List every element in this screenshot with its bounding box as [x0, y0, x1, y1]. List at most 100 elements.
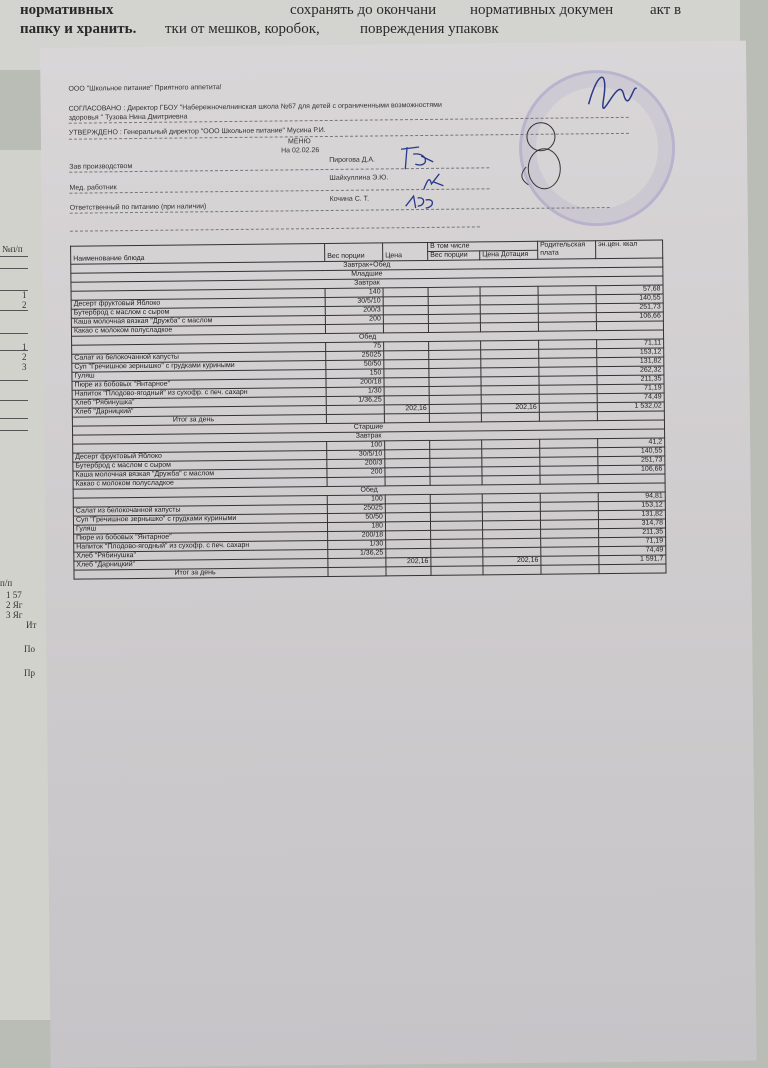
signature-director-icon	[587, 76, 638, 109]
price	[385, 521, 431, 531]
ls-label: По	[24, 644, 35, 654]
price	[383, 368, 429, 378]
kcal: 211,35	[598, 527, 666, 538]
ls-label: 2	[22, 352, 27, 362]
empty-cell	[598, 563, 667, 574]
portion-weight: 200	[326, 467, 386, 478]
ls-label: 2 Яг	[6, 600, 23, 610]
col-header-price: Цена	[382, 242, 428, 261]
portion-weight: 200/18	[325, 377, 385, 388]
portion-weight: 25025	[327, 503, 386, 514]
price	[383, 287, 429, 297]
kcal: 71,19	[598, 536, 666, 547]
kcal: 131,82	[596, 356, 664, 367]
price	[383, 305, 429, 315]
price	[385, 494, 431, 504]
portion-weight: 200/3	[325, 305, 384, 316]
kcal: 106,66	[596, 311, 664, 322]
kcal: 153,12	[598, 500, 666, 511]
incl-price: 202,16	[481, 403, 540, 413]
empty-cell	[430, 565, 484, 576]
kcal: 262,32	[596, 365, 664, 376]
kcal: 1 591,7	[598, 554, 666, 565]
portion-weight: 30/5/10	[326, 449, 385, 460]
kcal: 211,35	[596, 374, 665, 385]
kcal: 1 532,02	[597, 401, 665, 412]
price	[385, 476, 431, 486]
ls-label: 3 Яг	[6, 610, 23, 620]
price	[385, 530, 431, 540]
ls-label: №п/п	[2, 244, 23, 254]
kcal: 71,11	[596, 338, 664, 349]
bg-text: папку и хранить.	[20, 21, 137, 37]
bg-text: акт в	[650, 2, 682, 18]
portion-weight: 75	[325, 341, 384, 352]
col-header-parent: Родительская плата	[537, 240, 596, 260]
kcal: 251,73	[596, 302, 664, 313]
kcal: 153,12	[596, 347, 664, 358]
kcal: 94,81	[598, 491, 666, 502]
kcal: 74,49	[597, 392, 665, 403]
portion-weight: 180	[327, 521, 386, 532]
portion-weight: 1/30	[327, 539, 386, 550]
agreed-line: СОГЛАСОВАНО : Директор ГБОУ "Набережноче…	[68, 101, 442, 113]
price	[384, 440, 430, 450]
menu-document: ООО "Школьное питание" Приятного аппетит…	[40, 40, 757, 1068]
price	[383, 314, 429, 324]
portion-weight: 100	[327, 494, 386, 505]
portion-weight: 200	[325, 314, 384, 325]
ls-label: 1	[22, 342, 27, 352]
empty-cell	[384, 413, 430, 423]
bg-text: нормативных докумен	[470, 2, 614, 18]
signature-icon	[405, 194, 434, 209]
signer-name: Шайхуллина Э.Ю.	[329, 174, 389, 182]
price	[383, 377, 430, 387]
bg-text: повреждения упаковк	[360, 21, 499, 37]
portion-weight: 50/50	[325, 359, 384, 370]
price	[385, 539, 431, 549]
portion-weight: 200/18	[327, 530, 386, 541]
empty-cell	[327, 566, 387, 577]
portion-weight: 100	[326, 440, 385, 451]
kcal: 71,19	[597, 383, 665, 394]
price	[384, 386, 430, 396]
kcal: 41,2	[597, 437, 665, 448]
ls-label: 3	[22, 362, 27, 372]
portion-weight: 30/5/10	[325, 296, 384, 307]
kcal: 140,55	[597, 446, 665, 457]
kcal: 106,66	[597, 464, 665, 475]
bg-text: тки от мешков, коробок,	[165, 21, 320, 37]
kcal: 314,78	[598, 518, 666, 529]
col-header-kcal: эн.цен. ккал	[595, 239, 663, 259]
signer-name: Пирогова Д.А.	[329, 156, 376, 164]
empty-cell	[540, 564, 600, 575]
signer-name: Кочина С. Т.	[329, 195, 370, 203]
empty-cell	[482, 565, 542, 575]
price	[384, 395, 430, 405]
price	[384, 467, 431, 477]
ls-label: 2	[22, 300, 27, 310]
chef-logo-icon	[521, 122, 561, 190]
signature-icon	[401, 146, 434, 170]
ls-label: 1	[22, 290, 27, 300]
portion-weight: 1/36,25	[326, 395, 385, 406]
price	[383, 359, 429, 369]
portion-weight: 200/3	[326, 458, 385, 469]
price: 202,16	[385, 557, 431, 567]
ls-label: Ит	[26, 620, 37, 630]
empty-cell	[385, 566, 432, 576]
portion-weight: 1/36,25	[327, 548, 386, 559]
signature-icon	[422, 173, 444, 191]
bg-text: сохранять до окончани	[290, 2, 437, 18]
menu-date: На 02.02.26	[281, 147, 320, 155]
price	[384, 449, 430, 459]
price	[383, 341, 429, 351]
price	[383, 296, 429, 306]
kcal: 74,49	[598, 545, 666, 556]
kcal: 131,82	[598, 509, 666, 520]
portion-weight: 150	[325, 368, 384, 379]
kcal: 57,68	[596, 284, 664, 295]
price	[385, 548, 431, 558]
col-header-weight: Вес порции	[324, 242, 383, 262]
price	[385, 512, 431, 522]
